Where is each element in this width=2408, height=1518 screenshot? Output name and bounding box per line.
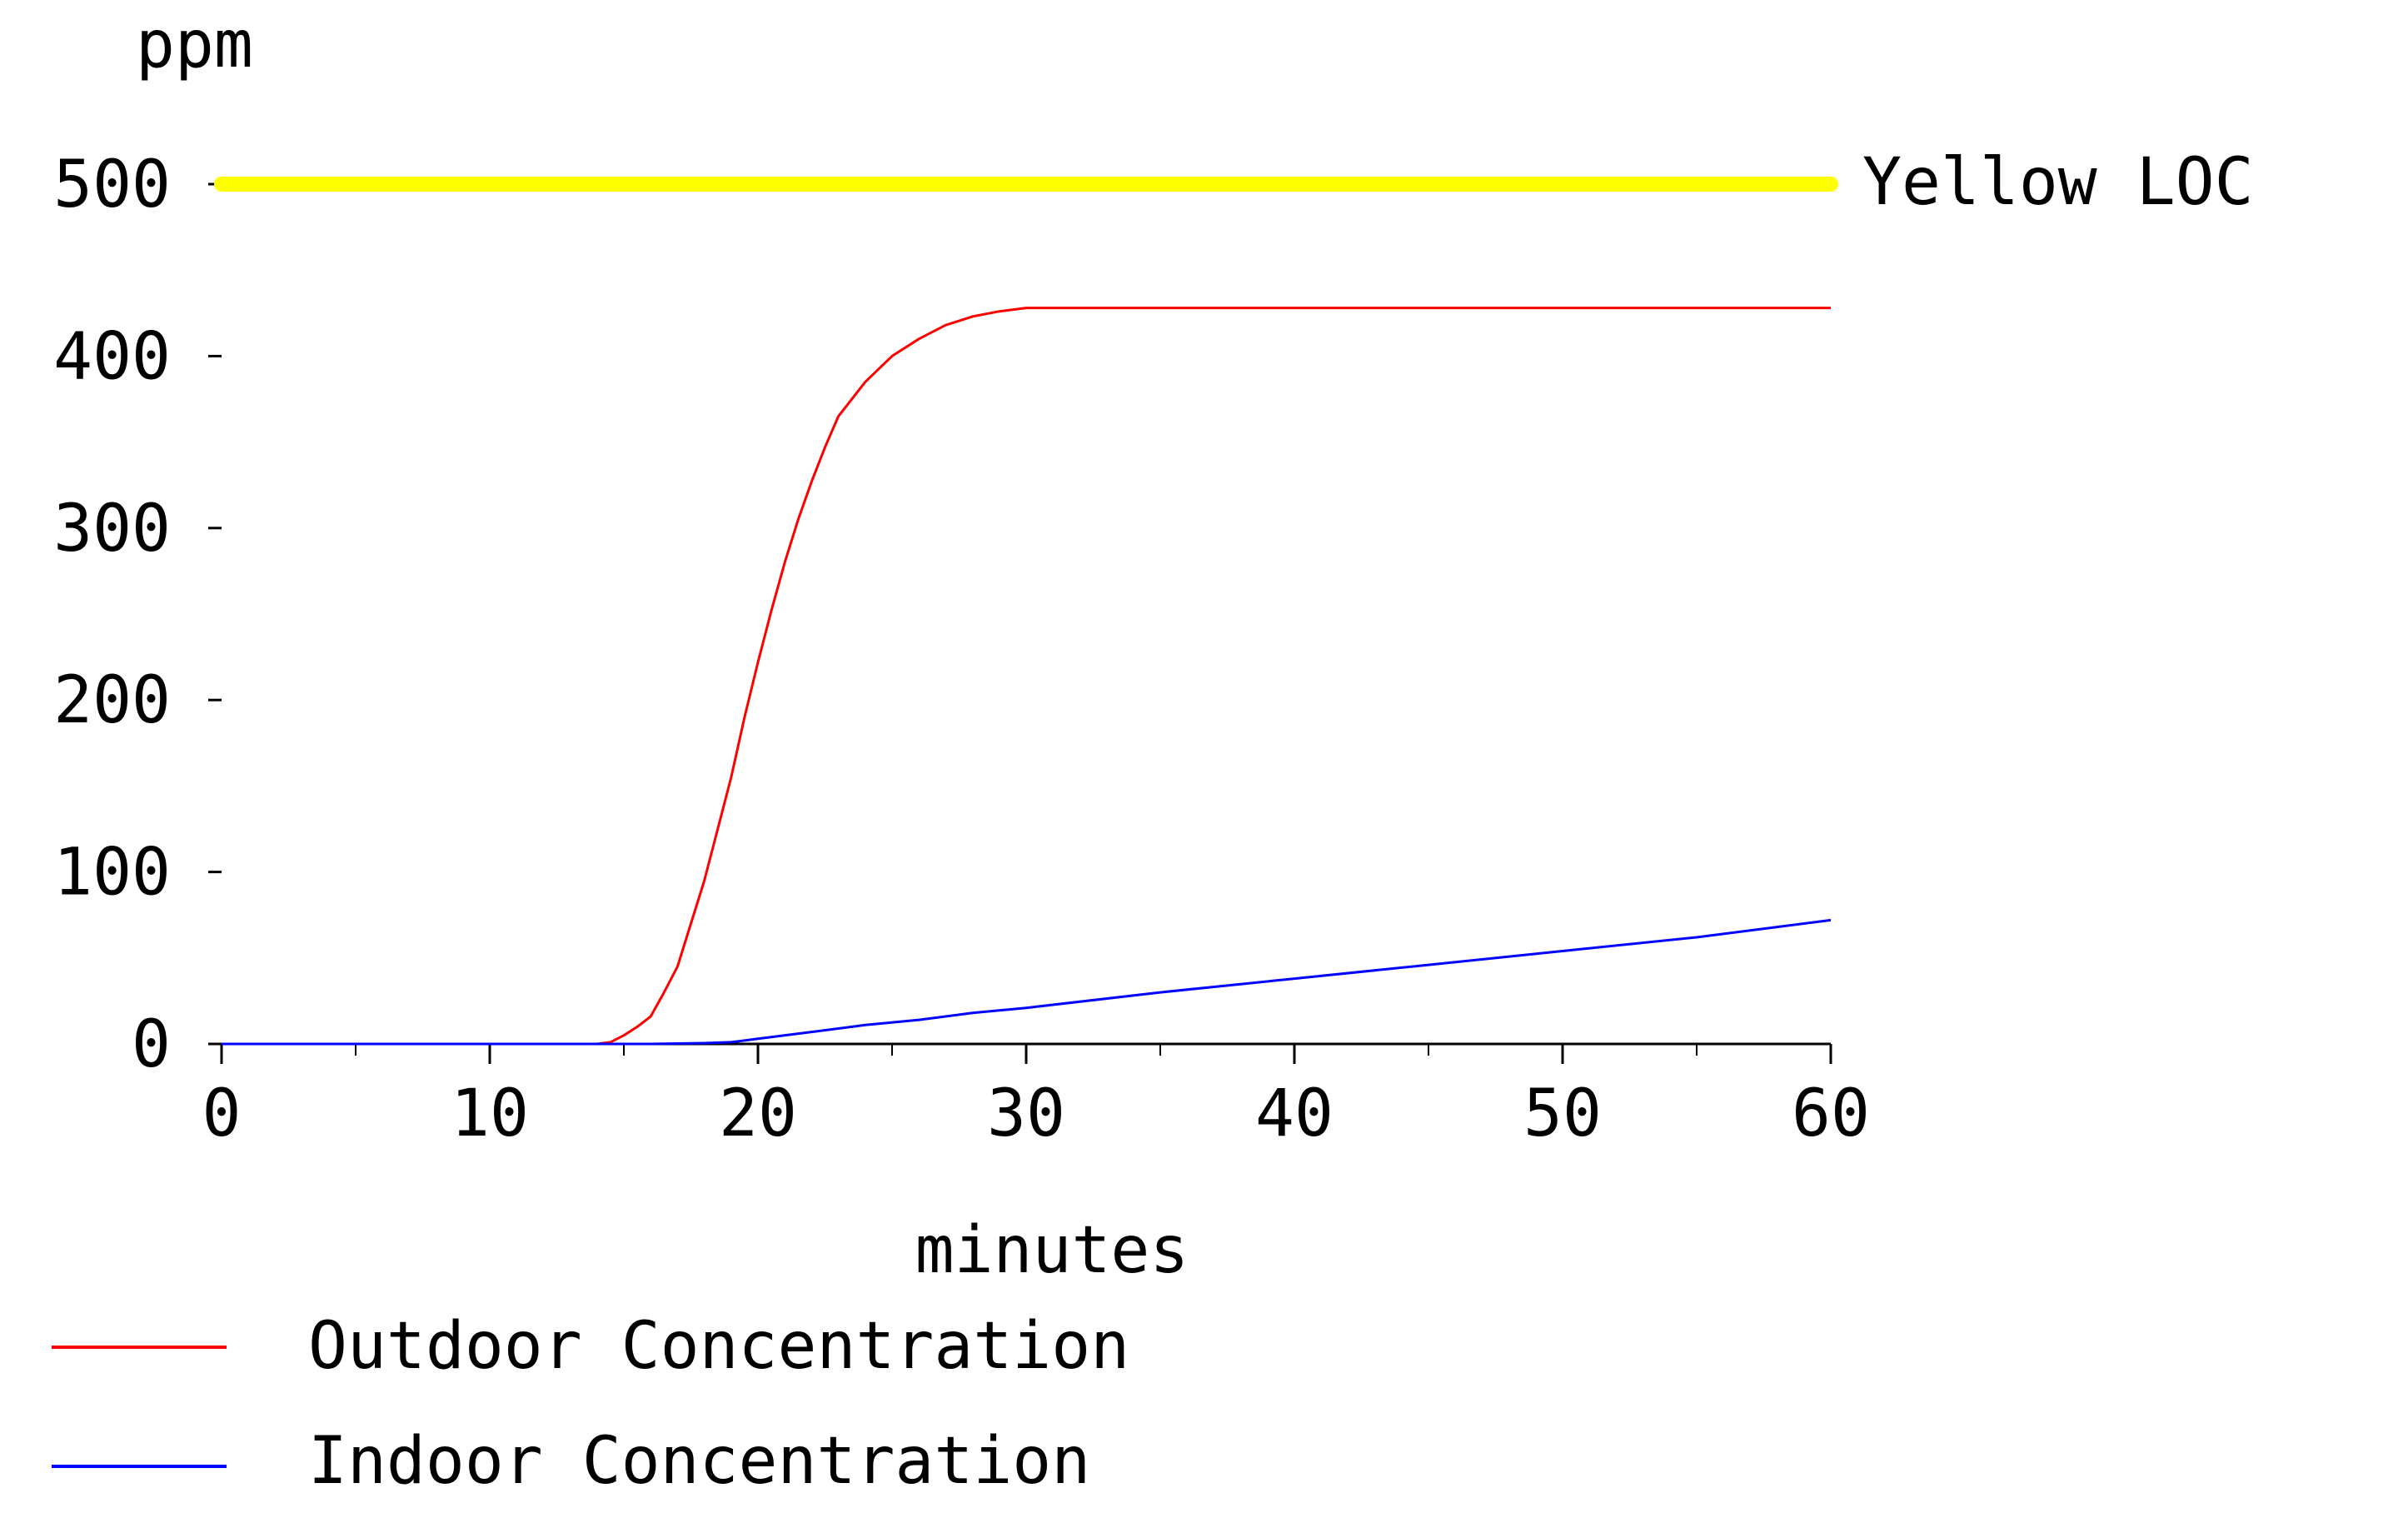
- y-axis-label: ppm: [136, 7, 253, 82]
- y-axis-ticks: 0 100 200 300 400 500: [53, 147, 222, 1082]
- x-tick-label: 20: [719, 1076, 797, 1151]
- threshold-label: Yellow LOC: [1862, 145, 2254, 220]
- x-tick-label: 50: [1523, 1076, 1602, 1151]
- legend: Outdoor Concentration Indoor Concentrati…: [52, 1309, 1129, 1499]
- threshold-line-group: Yellow LOC: [214, 145, 2254, 220]
- legend-label-indoor: Indoor Concentration: [308, 1424, 1090, 1499]
- x-axis-label: minutes: [915, 1213, 1189, 1288]
- outdoor-concentration-series-line: [222, 307, 1831, 1046]
- y-tick-label: 500: [53, 147, 171, 222]
- x-axis-ticks: 0 10 20 30 40 50 60: [202, 1044, 1870, 1151]
- x-tick-label: 60: [1792, 1076, 1870, 1151]
- legend-label-outdoor: Outdoor Concentration: [308, 1309, 1129, 1384]
- y-tick-label: 100: [53, 836, 171, 911]
- series-lines: [222, 307, 1832, 1046]
- y-tick-label: 400: [53, 319, 171, 394]
- x-tick-label: 10: [451, 1076, 529, 1151]
- x-tick-label: 30: [987, 1076, 1065, 1151]
- y-tick-label: 0: [132, 1007, 171, 1082]
- y-tick-label: 200: [53, 663, 171, 738]
- y-tick-label: 300: [53, 492, 171, 567]
- x-tick-label: 40: [1255, 1076, 1334, 1151]
- x-tick-label: 0: [202, 1076, 242, 1151]
- indoor-concentration-series-line: [222, 918, 1832, 1046]
